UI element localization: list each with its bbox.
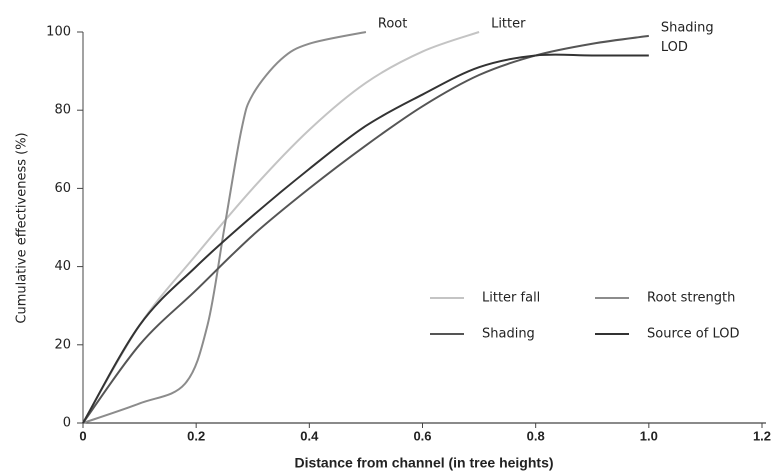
y-tick-label: 0 [63,416,71,431]
series-line [82,34,649,424]
y-tick-label: 80 [54,103,71,118]
series-line [82,53,649,424]
x-tick-label: 0.8 [527,428,545,443]
x-axis-label: Distance from channel (in tree heights) [294,455,553,471]
legend-label: Litter fall [482,291,540,306]
x-tick-label: 1.0 [640,428,658,443]
y-tick-label: 40 [54,259,71,274]
series-end-label: LOD [661,40,688,55]
legend-label: Shading [482,327,535,342]
x-tick-label: 0 [79,428,86,443]
series-line [82,31,480,424]
x-tick-label: 0.6 [413,428,431,443]
series-line [82,31,367,424]
y-tick-label: 20 [54,337,71,352]
series-end-label: Litter [491,17,526,32]
x-tick-label: 0.2 [187,428,205,443]
legend-label: Root strength [647,291,735,306]
y-tick-label: 100 [46,25,71,40]
series-end-label: Shading [661,20,714,35]
y-axis-label: Cumulative effectiveness (%) [15,132,30,323]
y-tick-label: 60 [54,181,71,196]
series-end-label: Root [378,17,407,32]
x-tick-label: 1.2 [753,428,771,443]
legend-label: Source of LOD [647,327,739,342]
x-tick-label: 0.4 [300,428,319,443]
